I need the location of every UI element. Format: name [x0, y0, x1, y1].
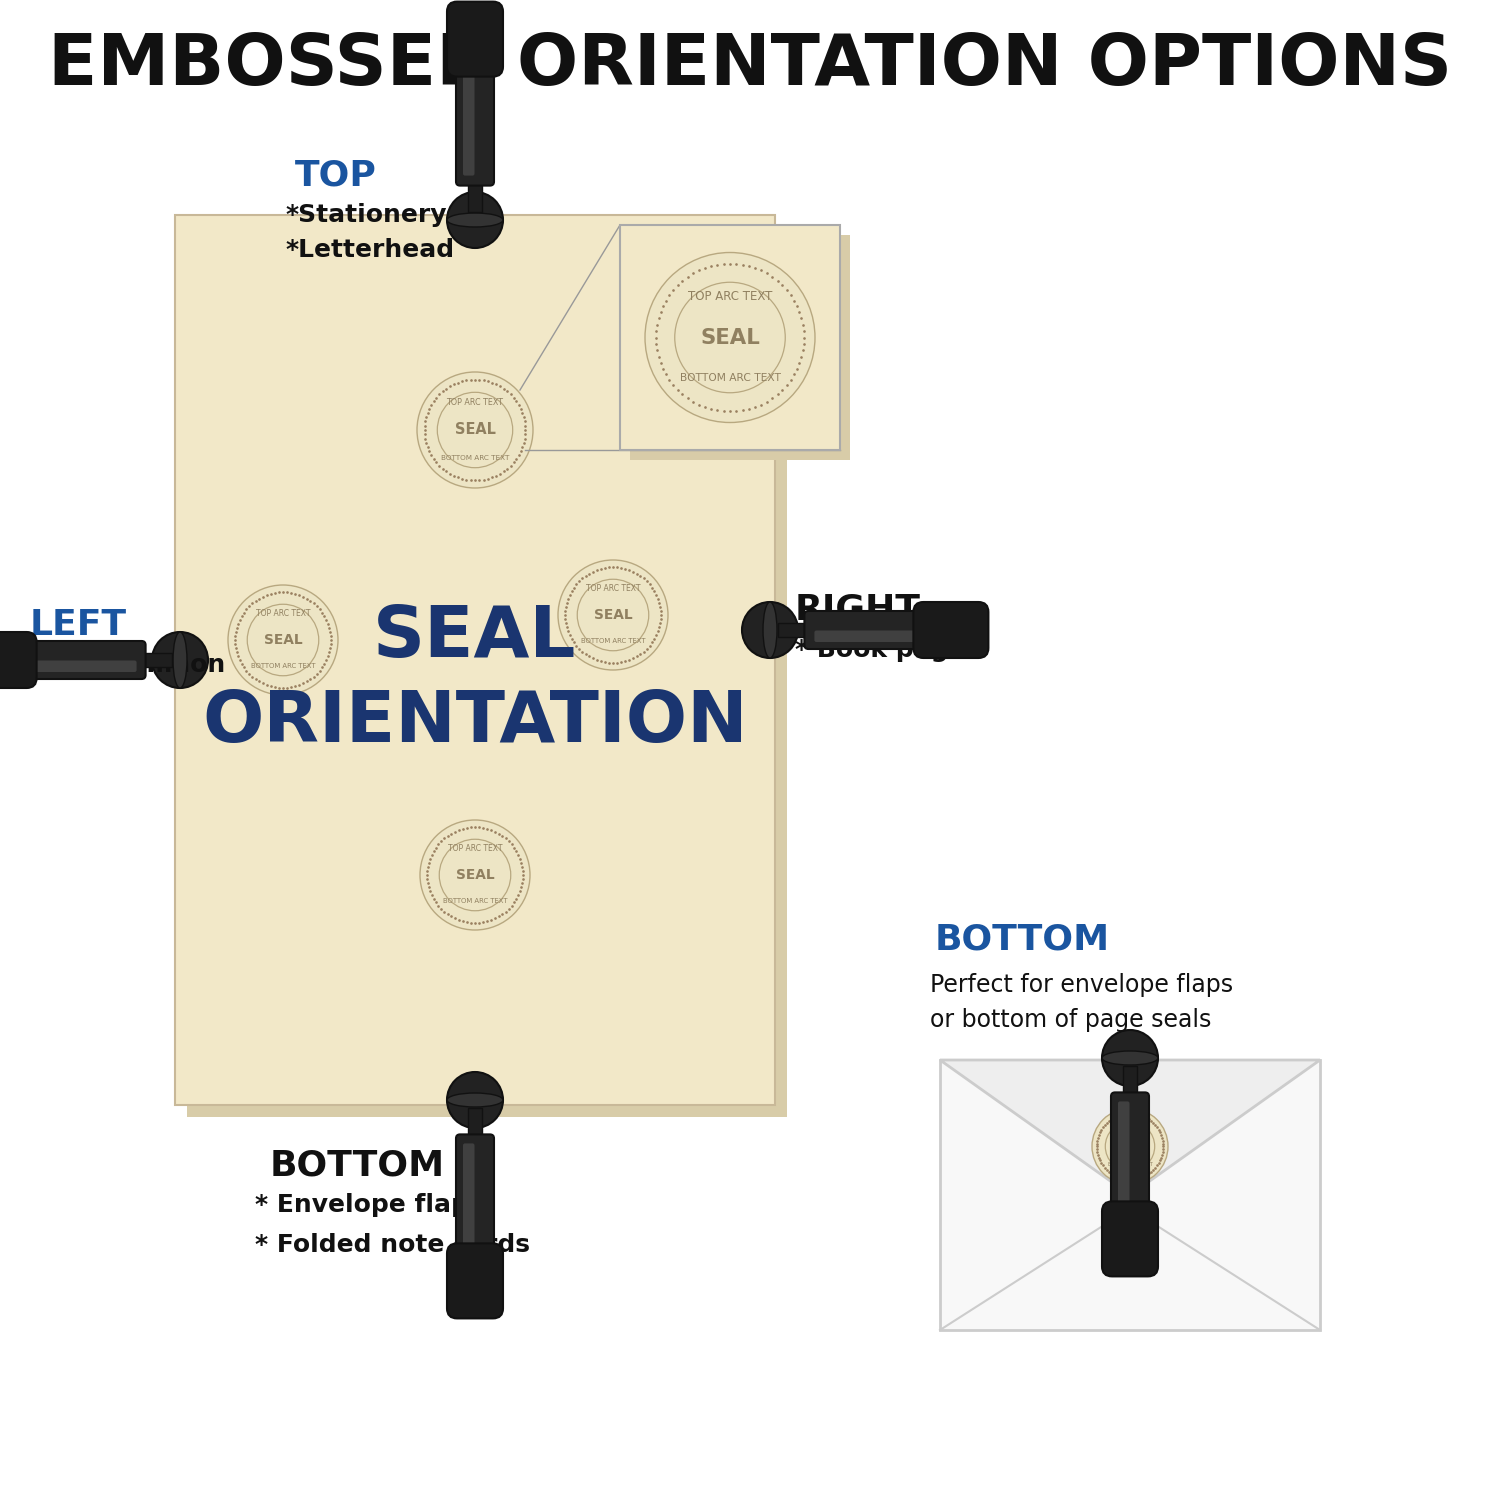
Text: BOTTOM ARC TEXT: BOTTOM ARC TEXT	[1107, 1162, 1152, 1167]
Text: RIGHT: RIGHT	[795, 592, 921, 627]
Text: *Stationery: *Stationery	[285, 202, 447, 226]
FancyBboxPatch shape	[804, 610, 933, 650]
Ellipse shape	[1102, 1052, 1158, 1065]
Ellipse shape	[172, 632, 188, 688]
Text: SEAL: SEAL	[1116, 1142, 1143, 1150]
FancyBboxPatch shape	[18, 640, 146, 680]
FancyBboxPatch shape	[1102, 1202, 1158, 1276]
Text: TOP ARC TEXT: TOP ARC TEXT	[585, 584, 640, 592]
Circle shape	[742, 602, 798, 658]
Text: SEAL
ORIENTATION: SEAL ORIENTATION	[202, 603, 748, 758]
FancyBboxPatch shape	[176, 214, 776, 1106]
Circle shape	[420, 821, 530, 930]
Text: BOTTOM ARC TEXT: BOTTOM ARC TEXT	[680, 374, 780, 384]
Text: TOP: TOP	[296, 158, 376, 192]
Ellipse shape	[447, 213, 503, 226]
Text: BOTTOM ARC TEXT: BOTTOM ARC TEXT	[441, 454, 509, 460]
Text: TOP ARC TEXT: TOP ARC TEXT	[688, 290, 772, 303]
FancyBboxPatch shape	[447, 1244, 503, 1318]
Text: BOTTOM ARC TEXT: BOTTOM ARC TEXT	[580, 639, 645, 645]
Circle shape	[228, 585, 338, 694]
FancyBboxPatch shape	[778, 622, 808, 638]
Text: SEAL: SEAL	[700, 327, 760, 348]
Text: SEAL: SEAL	[456, 868, 495, 882]
FancyBboxPatch shape	[141, 652, 171, 668]
Text: TOP ARC TEXT: TOP ARC TEXT	[255, 609, 310, 618]
Text: TOP ARC TEXT: TOP ARC TEXT	[447, 844, 503, 853]
FancyBboxPatch shape	[27, 660, 136, 672]
Text: SEAL: SEAL	[454, 423, 495, 438]
Text: BOTTOM: BOTTOM	[270, 1148, 446, 1182]
Text: or bottom of page seals: or bottom of page seals	[930, 1008, 1212, 1032]
FancyBboxPatch shape	[447, 2, 503, 76]
Text: * Book page: * Book page	[795, 638, 966, 662]
Polygon shape	[940, 1060, 1320, 1196]
FancyBboxPatch shape	[620, 225, 840, 450]
FancyBboxPatch shape	[0, 632, 36, 688]
FancyBboxPatch shape	[630, 236, 850, 460]
Circle shape	[152, 632, 208, 688]
Text: * Envelope flaps: * Envelope flaps	[255, 1192, 483, 1216]
FancyBboxPatch shape	[914, 602, 989, 658]
Text: * Folded note cards: * Folded note cards	[255, 1233, 530, 1257]
FancyBboxPatch shape	[1124, 1066, 1137, 1096]
FancyBboxPatch shape	[1118, 1101, 1130, 1210]
Circle shape	[447, 1072, 503, 1128]
Text: SEAL: SEAL	[594, 608, 633, 622]
Circle shape	[417, 372, 532, 488]
Circle shape	[447, 192, 503, 248]
Circle shape	[1102, 1030, 1158, 1086]
Circle shape	[1092, 1108, 1168, 1185]
Ellipse shape	[764, 602, 777, 658]
FancyBboxPatch shape	[188, 226, 788, 1118]
Text: EMBOSSER ORIENTATION OPTIONS: EMBOSSER ORIENTATION OPTIONS	[48, 30, 1452, 99]
Text: Perfect for envelope flaps: Perfect for envelope flaps	[930, 974, 1233, 998]
Text: SEAL: SEAL	[264, 633, 303, 646]
Text: BOTTOM ARC TEXT: BOTTOM ARC TEXT	[442, 898, 507, 904]
Circle shape	[558, 560, 668, 670]
Text: BOTTOM: BOTTOM	[934, 922, 1110, 957]
Circle shape	[645, 252, 814, 423]
FancyBboxPatch shape	[1112, 1092, 1149, 1221]
Text: *Not Common: *Not Common	[30, 652, 225, 676]
FancyBboxPatch shape	[464, 66, 474, 176]
FancyBboxPatch shape	[815, 630, 924, 642]
FancyBboxPatch shape	[468, 182, 482, 212]
Text: TOP ARC TEXT: TOP ARC TEXT	[1112, 1125, 1149, 1131]
Text: TOP ARC TEXT: TOP ARC TEXT	[447, 398, 504, 406]
Text: BOTTOM ARC TEXT: BOTTOM ARC TEXT	[251, 663, 315, 669]
FancyBboxPatch shape	[940, 1060, 1320, 1330]
FancyBboxPatch shape	[464, 1143, 474, 1252]
Text: LEFT: LEFT	[30, 608, 128, 642]
FancyBboxPatch shape	[468, 1108, 482, 1138]
Text: *Letterhead: *Letterhead	[285, 238, 454, 262]
FancyBboxPatch shape	[456, 57, 494, 186]
FancyBboxPatch shape	[456, 1134, 494, 1263]
Ellipse shape	[447, 1094, 503, 1107]
